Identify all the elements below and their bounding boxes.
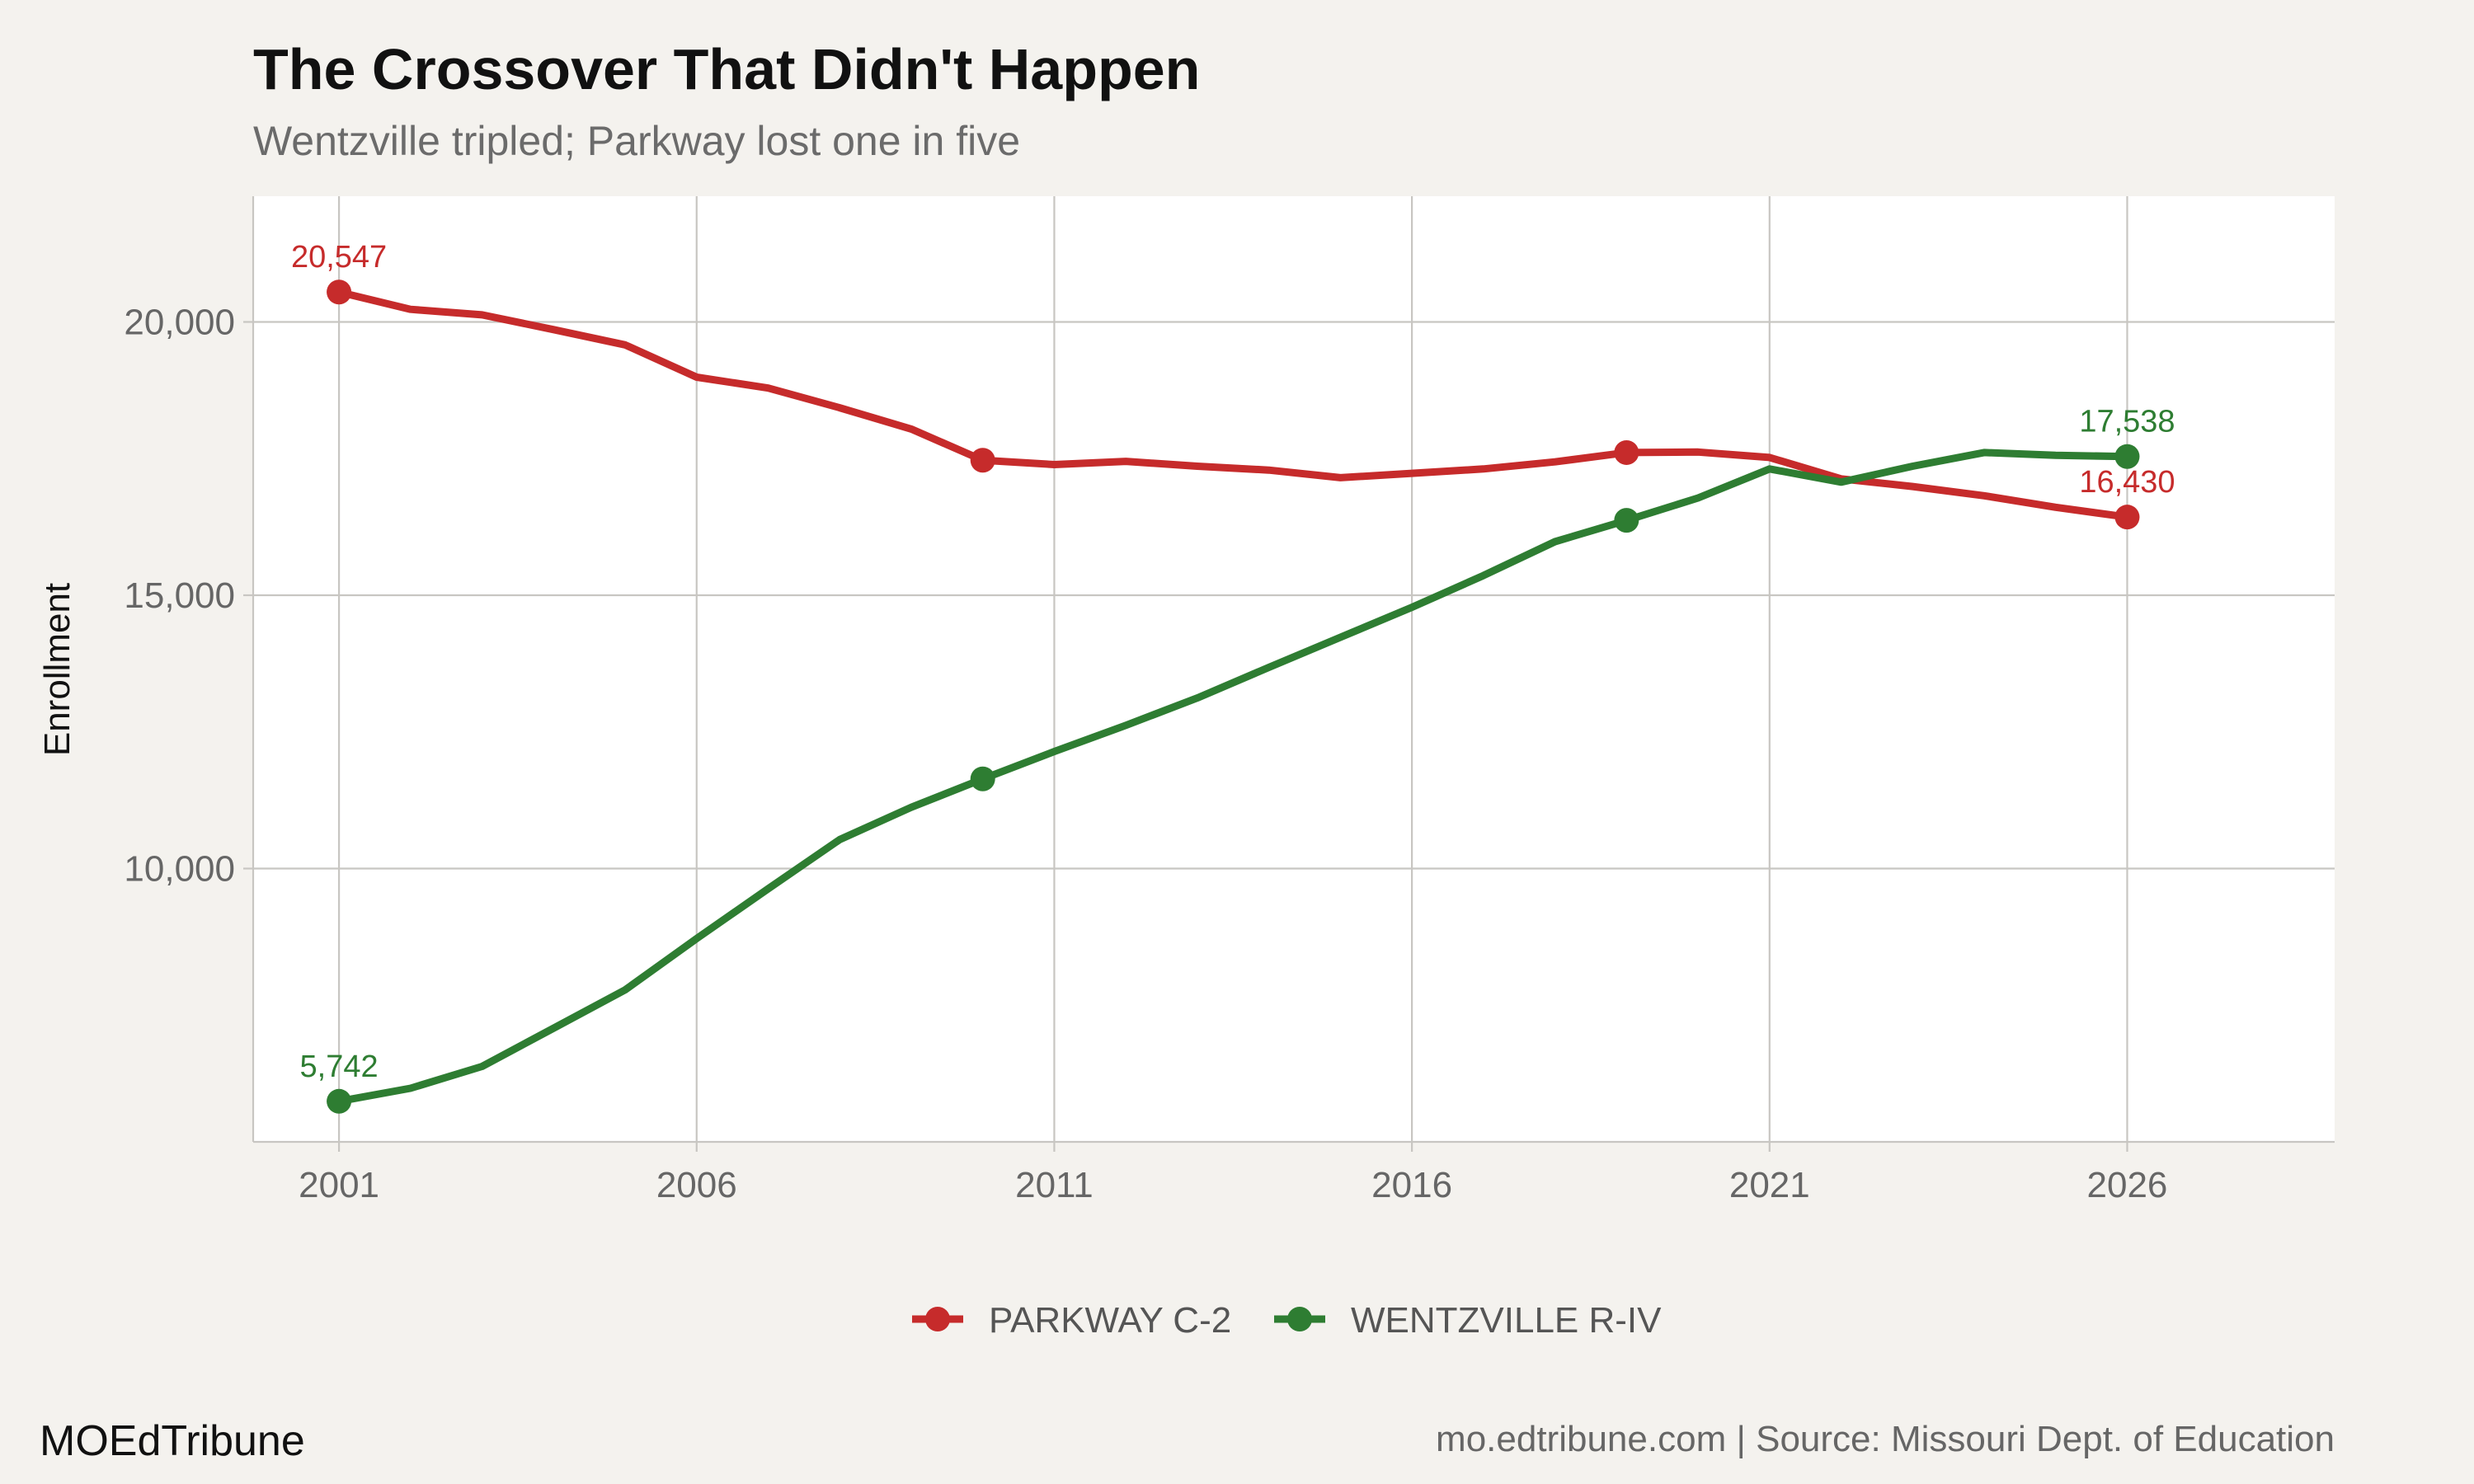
chart-title: The Crossover That Didn't Happen — [253, 37, 1200, 101]
data-point-parkway — [1614, 439, 1639, 465]
series-line-wentzville — [335, 448, 2131, 1106]
data-point-wentzville — [327, 1088, 352, 1114]
legend: PARKWAY C-2 WENTZVILLE R-IV — [912, 1300, 1662, 1341]
chart-subtitle: Wentzville tripled; Parkway lost one in … — [253, 118, 1020, 164]
x-tick-label: 2021 — [1729, 1165, 1810, 1205]
source-caption: mo.edtribune.com | Source: Missouri Dept… — [1436, 1419, 2335, 1459]
data-label-parkway: 16,430 — [2079, 465, 2175, 500]
plot-panel — [253, 196, 2335, 1142]
x-tick-label: 2011 — [1015, 1165, 1094, 1205]
legend-item-wentzville: WENTZVILLE R-IV — [1274, 1300, 1662, 1341]
data-label-parkway: 20,547 — [291, 240, 387, 275]
data-point-parkway — [970, 448, 995, 473]
y-tick-label: 10,000 — [124, 848, 235, 889]
gridlines — [253, 196, 2335, 1142]
series-parkway: 20,547 16,430 — [291, 240, 2175, 530]
legend-label-parkway: PARKWAY C-2 — [989, 1300, 1231, 1341]
series-layer: 20,547 16,430 5,742 17,538 — [291, 240, 2175, 1114]
x-tick-label: 2016 — [1371, 1165, 1452, 1205]
series-line-parkway — [335, 288, 2131, 521]
data-point-wentzville — [970, 766, 995, 791]
x-tick-label: 2006 — [656, 1165, 737, 1205]
data-point-parkway — [2114, 505, 2140, 530]
data-point-wentzville — [2114, 444, 2140, 469]
data-point-parkway — [327, 279, 352, 305]
data-label-wentzville: 5,742 — [300, 1050, 379, 1084]
y-tick-label: 20,000 — [124, 302, 235, 342]
legend-item-parkway: PARKWAY C-2 — [912, 1300, 1231, 1341]
series-wentzville: 5,742 17,538 — [300, 405, 2175, 1114]
y-axis-title: Enrollment — [37, 583, 78, 756]
x-tick-label: 2001 — [299, 1165, 379, 1205]
x-tick-label: 2026 — [2087, 1165, 2168, 1205]
brand-caption: MOEdTribune — [40, 1417, 305, 1465]
y-axis-ticks: 10,000 15,000 20,000 — [124, 302, 253, 889]
data-point-wentzville — [1614, 508, 1639, 533]
data-label-wentzville: 17,538 — [2079, 405, 2175, 439]
legend-swatch-dot-parkway — [925, 1307, 950, 1331]
legend-label-wentzville: WENTZVILLE R-IV — [1351, 1300, 1662, 1341]
y-tick-label: 15,000 — [124, 575, 235, 616]
x-axis-ticks: 2001 2006 2011 2016 2021 2026 — [299, 1142, 2167, 1205]
legend-swatch-dot-wentzville — [1287, 1307, 1312, 1331]
